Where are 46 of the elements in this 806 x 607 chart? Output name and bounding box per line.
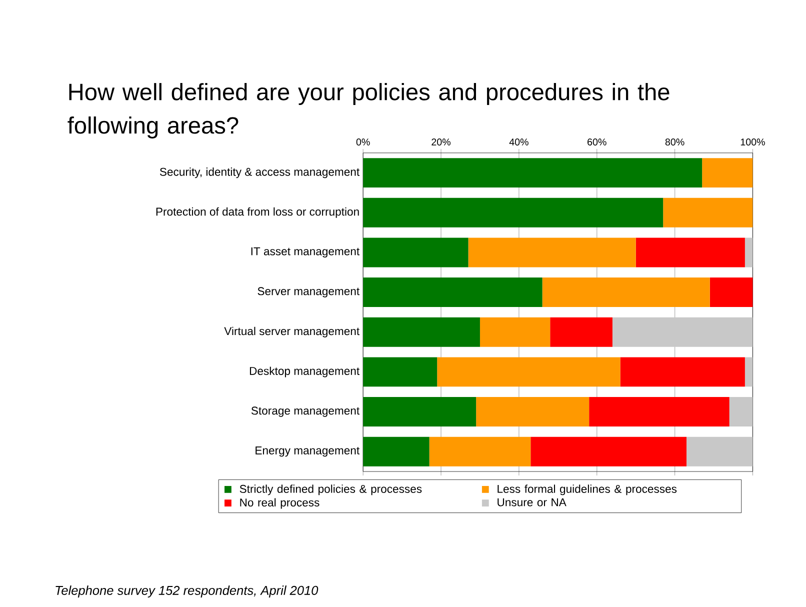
bar: [363, 278, 542, 308]
bar: [620, 357, 745, 387]
bar: [550, 318, 612, 348]
x-tick-label: 0%: [356, 138, 370, 146]
bar: [476, 397, 590, 427]
bar: [437, 357, 620, 387]
bar: [542, 278, 710, 308]
x-tick-label: 80%: [665, 138, 684, 146]
x-tick-label: 60%: [588, 138, 606, 146]
bar: [710, 278, 753, 308]
legend-label: Less formal guidelines & processes: [498, 484, 677, 496]
bar: [363, 198, 664, 228]
y-tick-label: Security, identity & access management: [160, 168, 360, 178]
y-tick-label: IT asset management: [251, 248, 360, 258]
y-tick-label: Virtual server management: [224, 327, 360, 338]
bar: [530, 437, 686, 467]
bar: [663, 198, 753, 228]
bar: [429, 437, 531, 467]
bar: [363, 158, 702, 188]
legend-label: No real process: [240, 498, 320, 509]
bar: [702, 158, 753, 188]
x-tick-label: 40%: [509, 138, 528, 146]
bar: [363, 318, 480, 348]
legend-label: Strictly defined policies & processes: [240, 484, 422, 496]
text: Telephone survey 152 respondents, April 2010: [56, 586, 318, 598]
bar: [363, 357, 438, 387]
bar: [686, 437, 753, 467]
bar: [744, 357, 753, 387]
y-tick-label: Energy management: [256, 446, 360, 457]
bar: [363, 437, 430, 467]
y-tick-label: Storage management: [251, 406, 360, 418]
y-tick-label: Desktop management: [250, 366, 360, 378]
legend-label: Unsure or NA: [498, 498, 566, 506]
chart-title: How well defined are your policies and procedures in the following areas?: [68, 83, 670, 139]
bar: [480, 318, 550, 348]
bar: [589, 397, 730, 427]
bar: [729, 397, 753, 427]
bar: [744, 238, 753, 268]
x-tick-label: 20%: [432, 138, 451, 146]
y-tick-label: Server management: [258, 287, 360, 298]
bar: [636, 238, 745, 268]
bar: [363, 238, 468, 268]
bar: [363, 397, 476, 427]
bar: [468, 238, 636, 268]
x-tick-label: 100%: [740, 138, 765, 146]
y-tick-label: Protection of data from loss or corruption: [156, 208, 359, 218]
